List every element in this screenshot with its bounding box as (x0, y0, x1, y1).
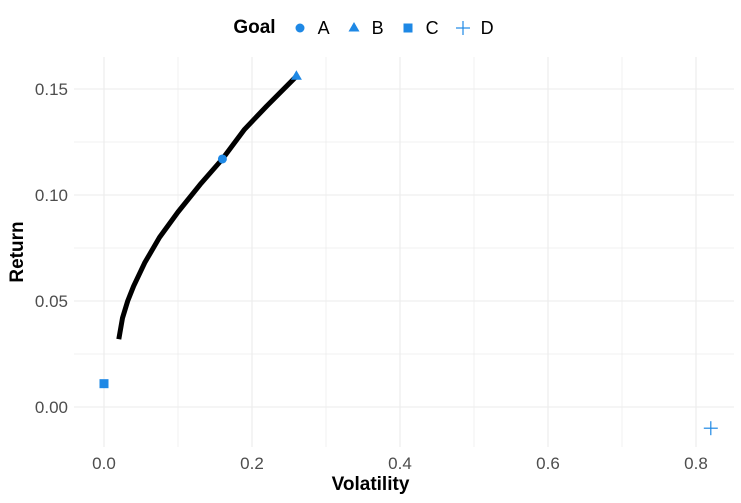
legend-title: Goal (233, 17, 276, 38)
y-tick-label: 0.05 (35, 292, 68, 311)
data-points (99, 70, 718, 436)
point-d (703, 421, 718, 436)
legend-label: C (425, 17, 439, 38)
plus-icon (455, 21, 470, 35)
x-tick-label: 0.8 (684, 454, 708, 473)
legend-item-c: C (398, 18, 439, 39)
legend-label: B (371, 17, 384, 38)
legend: Goal A B C D (0, 14, 741, 42)
circle-icon (295, 23, 305, 33)
x-axis-title: Volatility (331, 474, 410, 495)
point-c (99, 379, 109, 389)
legend-item-b: B (344, 18, 384, 39)
legend-label: D (480, 17, 494, 38)
efficient-frontier-line (116, 74, 299, 340)
legend-item-d: D (453, 18, 494, 39)
x-tick-label: 0.0 (92, 454, 116, 473)
legend-item-a: A (290, 18, 330, 39)
point-a (217, 154, 227, 164)
square-icon (403, 23, 413, 33)
legend-label: A (317, 17, 330, 38)
y-tick-label: 0.00 (35, 398, 68, 417)
y-tick-label: 0.15 (35, 80, 68, 99)
triangle-icon (348, 22, 360, 32)
x-tick-label: 0.6 (536, 454, 560, 473)
x-tick-label: 0.2 (240, 454, 264, 473)
point-b (290, 70, 302, 80)
grid-lines (74, 57, 734, 447)
y-tick-label: 0.10 (35, 186, 68, 205)
x-tick-label: 0.4 (388, 454, 412, 473)
tick-labels: 0.0 0.2 0.4 0.6 0.8 0.00 0.05 0.10 0.15 (35, 80, 708, 473)
y-axis-title: Return (7, 221, 28, 283)
frontier-path (116, 74, 299, 340)
